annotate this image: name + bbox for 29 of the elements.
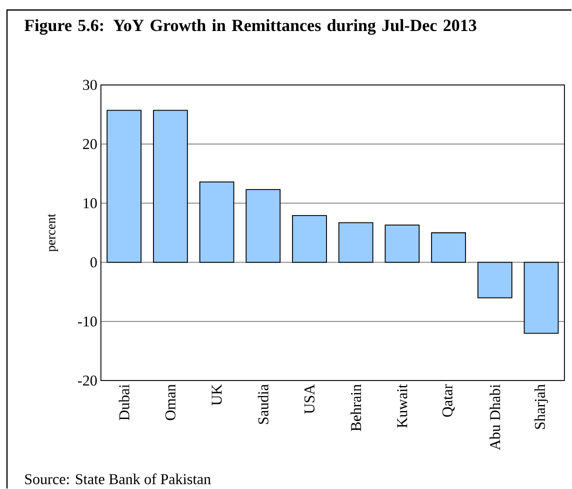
bar xyxy=(524,262,559,334)
source-note: Source: State Bank of Pakistan xyxy=(25,473,211,484)
bar xyxy=(384,224,420,263)
y-tick-label: 30 xyxy=(83,80,97,90)
bar xyxy=(199,181,234,263)
x-tick-label: Dubai xyxy=(118,384,130,420)
chart-title: Figure 5.6: YoY Growth in Remittances during Jul-Dec 2013 xyxy=(24,19,476,35)
bar xyxy=(477,262,512,298)
x-tick-label: USA xyxy=(304,384,315,414)
y-tick-label: 20 xyxy=(83,138,97,150)
x-tick-label: Abu Dhabi xyxy=(490,384,500,450)
bar xyxy=(292,215,327,263)
bar xyxy=(152,110,188,263)
x-tick-label: Behrain xyxy=(350,384,362,432)
x-tick-label: Kuwait xyxy=(397,384,408,428)
x-tick-label: Qatar xyxy=(442,384,455,417)
x-tick-label: Oman xyxy=(165,384,176,420)
y-tick-label: 10 xyxy=(84,198,97,208)
y-tick-label: 0 xyxy=(90,257,97,268)
bar xyxy=(431,232,466,263)
bar xyxy=(246,189,281,263)
bar xyxy=(106,110,142,263)
x-tick-label: Saudia xyxy=(258,384,268,424)
bar xyxy=(338,222,374,263)
y-tick-label: -10 xyxy=(78,316,97,326)
x-tick-label: Sharjah xyxy=(534,384,548,429)
y-axis-title: percent xyxy=(48,214,58,252)
x-tick-label: UK xyxy=(212,384,222,406)
y-tick-label: -20 xyxy=(78,376,97,386)
